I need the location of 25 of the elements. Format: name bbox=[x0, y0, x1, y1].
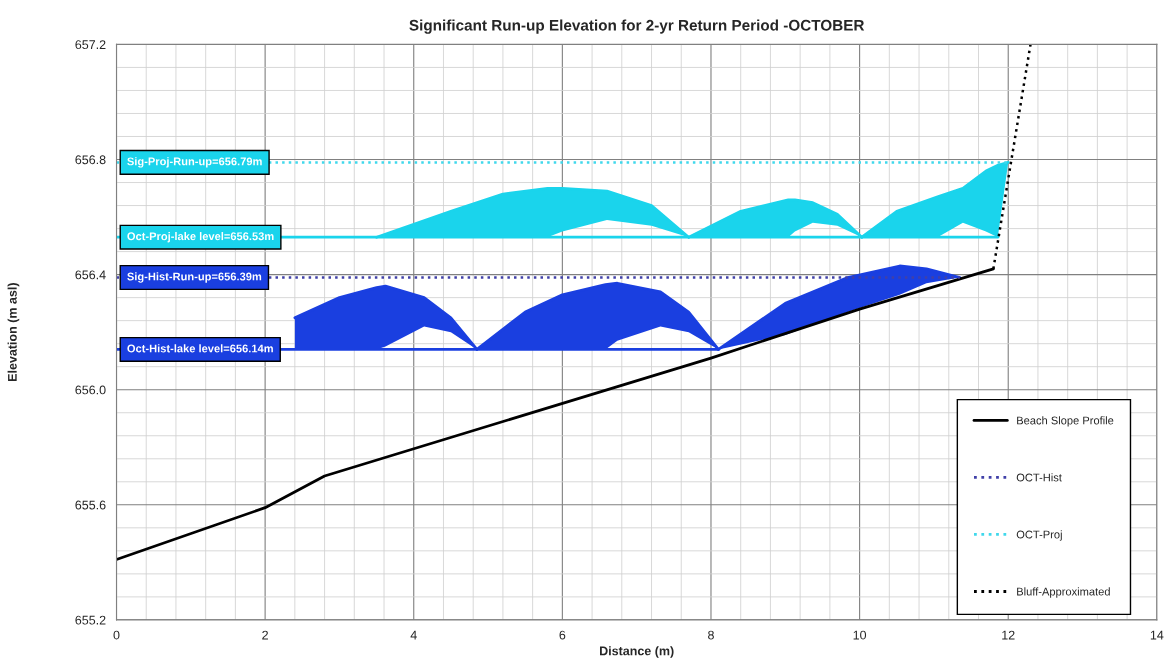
y-tick-label: 655.6 bbox=[75, 500, 106, 510]
x-tick-label: 6 bbox=[559, 630, 566, 640]
y-tick-label: 657.2 bbox=[75, 40, 106, 50]
x-tick-label: 12 bbox=[1002, 630, 1015, 640]
y-tick-label: 655.2 bbox=[75, 615, 106, 625]
x-tick-label: 8 bbox=[708, 630, 714, 640]
y-tick-label: 656.8 bbox=[75, 155, 106, 165]
x-tick-label: 4 bbox=[410, 630, 417, 640]
y-tick-label: 656.0 bbox=[75, 385, 106, 395]
x-tick-label: 2 bbox=[262, 630, 268, 640]
legend-label: Beach Slope Profile bbox=[1017, 416, 1114, 427]
y-axis-title: Elevation (m asl) bbox=[7, 283, 20, 381]
annotation: Oct-Hist-lake level=656.14m bbox=[127, 344, 273, 353]
annotation: Sig-Hist-Run-up=656.39m bbox=[127, 272, 262, 283]
x-tick-label: 0 bbox=[113, 630, 120, 640]
annotation: Sig-Proj-Run-up=656.79m bbox=[127, 157, 262, 168]
legend-label: OCT-Hist bbox=[1016, 473, 1062, 482]
y-tick-label: 656.4 bbox=[75, 270, 106, 280]
chart-title: Significant Run-up Elevation for 2-yr Return Period -OCTOBER bbox=[409, 19, 865, 34]
legend-label: Bluff-Approximated bbox=[1017, 587, 1110, 598]
x-axis-title: Distance (m) bbox=[600, 646, 674, 658]
annotation: Oct-Proj-lake level=656.53m bbox=[127, 232, 274, 243]
legend-label: OCT-Proj bbox=[1016, 530, 1062, 541]
x-tick-label: 10 bbox=[853, 630, 867, 640]
x-tick-label: 14 bbox=[1150, 630, 1164, 640]
